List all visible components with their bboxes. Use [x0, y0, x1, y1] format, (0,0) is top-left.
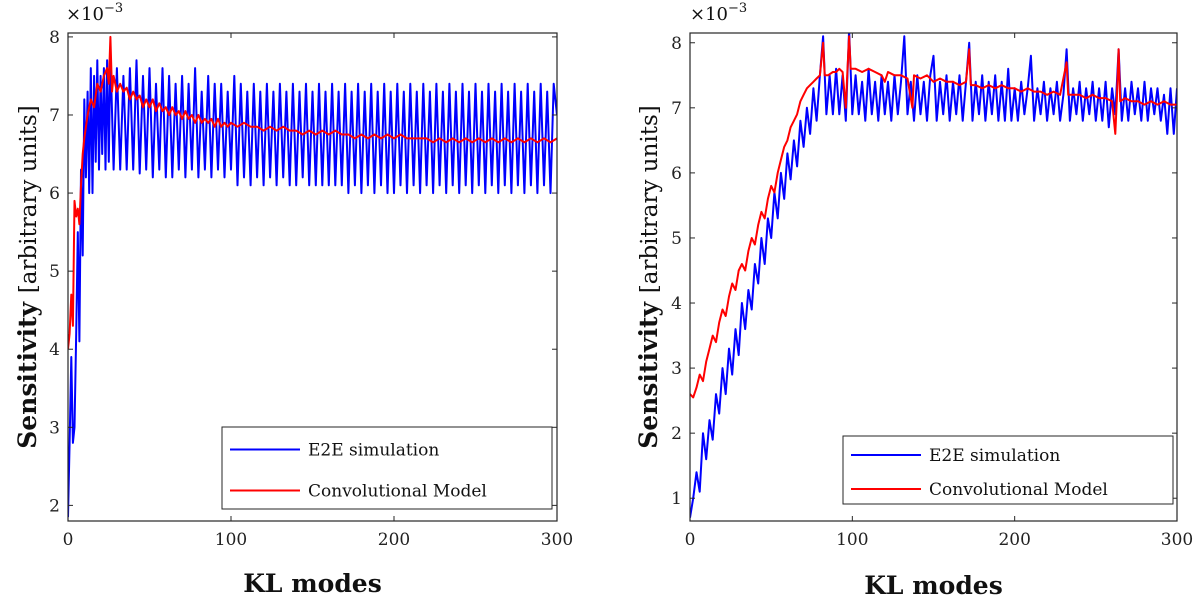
y-exponent-label: ×10−3 [66, 1, 123, 25]
legend-label-e2e-simulation: E2E simulation [929, 446, 1060, 466]
y-tick-label: 2 [49, 496, 60, 516]
x-tick-label: 0 [685, 530, 696, 550]
series-group [690, 33, 1177, 518]
y-tick-label: 1 [671, 489, 682, 509]
y-exponent: −3 [728, 1, 747, 16]
y-tick-label: 2 [671, 424, 682, 444]
legend-box [221, 426, 553, 510]
y-tick-label: 6 [49, 184, 60, 204]
y-tick-label: 7 [671, 99, 682, 119]
y-multiplier: ×10 [66, 4, 104, 25]
series-line-e2e-simulation [68, 51, 557, 518]
y-tick-label: 3 [49, 418, 60, 438]
chart-panel-left: 0 100 200 300 2 3 4 5 6 7 8 ×10−3 KL modes Sensitivit… [13, 1, 573, 598]
series-line-convolutional-model [690, 35, 1177, 399]
y-tick-label: 8 [49, 28, 60, 48]
y-tick-label: 3 [671, 359, 682, 379]
y-tick-label: 5 [49, 262, 60, 282]
legend-label-e2e-simulation: E2E simulation [308, 441, 439, 461]
x-tick-label: 0 [63, 530, 74, 550]
legend-box [842, 435, 1174, 505]
x-tick-label: 200 [378, 530, 410, 550]
x-axis-label: KL modes [864, 571, 1003, 600]
y-axis-label: Sensitivity [arbitrary units] [13, 105, 42, 449]
y-exponent-label: ×10−3 [690, 1, 747, 25]
x-tick-label: 200 [998, 530, 1030, 550]
x-tick-label: 100 [836, 530, 868, 550]
chart-panel-right: 0 100 200 300 1 2 3 4 5 6 7 8 ×10−3 KL modes Sensitivi… [634, 1, 1193, 600]
y-tick-label: 6 [671, 164, 682, 184]
axes-frame [689, 32, 1178, 522]
x-axis-label: KL modes [243, 569, 382, 598]
y-tick-label: 8 [671, 34, 682, 54]
y-exponent: −3 [104, 1, 123, 16]
series-line-e2e-simulation [690, 33, 1177, 518]
y-axis-label-main: Sensitivity [634, 293, 663, 449]
legend: E2E simulation Convolutional Model [221, 426, 553, 510]
y-multiplier: ×10 [690, 4, 728, 25]
y-axis-label-unit: [arbitrary units] [16, 105, 42, 293]
y-tick-label: 7 [49, 106, 60, 126]
y-axis-label: Sensitivity [arbitrary units] [634, 105, 663, 449]
series-group [68, 35, 557, 518]
legend-label-convolutional-model: Convolutional Model [308, 482, 487, 502]
y-tick-label: 5 [671, 229, 682, 249]
y-tick-label: 4 [671, 294, 682, 314]
x-tick-label: 300 [541, 530, 573, 550]
y-axis-label-unit: [arbitrary units] [637, 105, 663, 293]
legend: E2E simulation Convolutional Model [842, 435, 1174, 505]
x-tick-label: 100 [215, 530, 247, 550]
legend-label-convolutional-model: Convolutional Model [929, 480, 1108, 500]
y-axis-label-main: Sensitivity [13, 293, 42, 449]
x-tick-label: 300 [1161, 530, 1193, 550]
series-line-convolutional-model [68, 35, 557, 350]
axes-frame [67, 32, 558, 522]
y-tick-label: 4 [49, 340, 60, 360]
